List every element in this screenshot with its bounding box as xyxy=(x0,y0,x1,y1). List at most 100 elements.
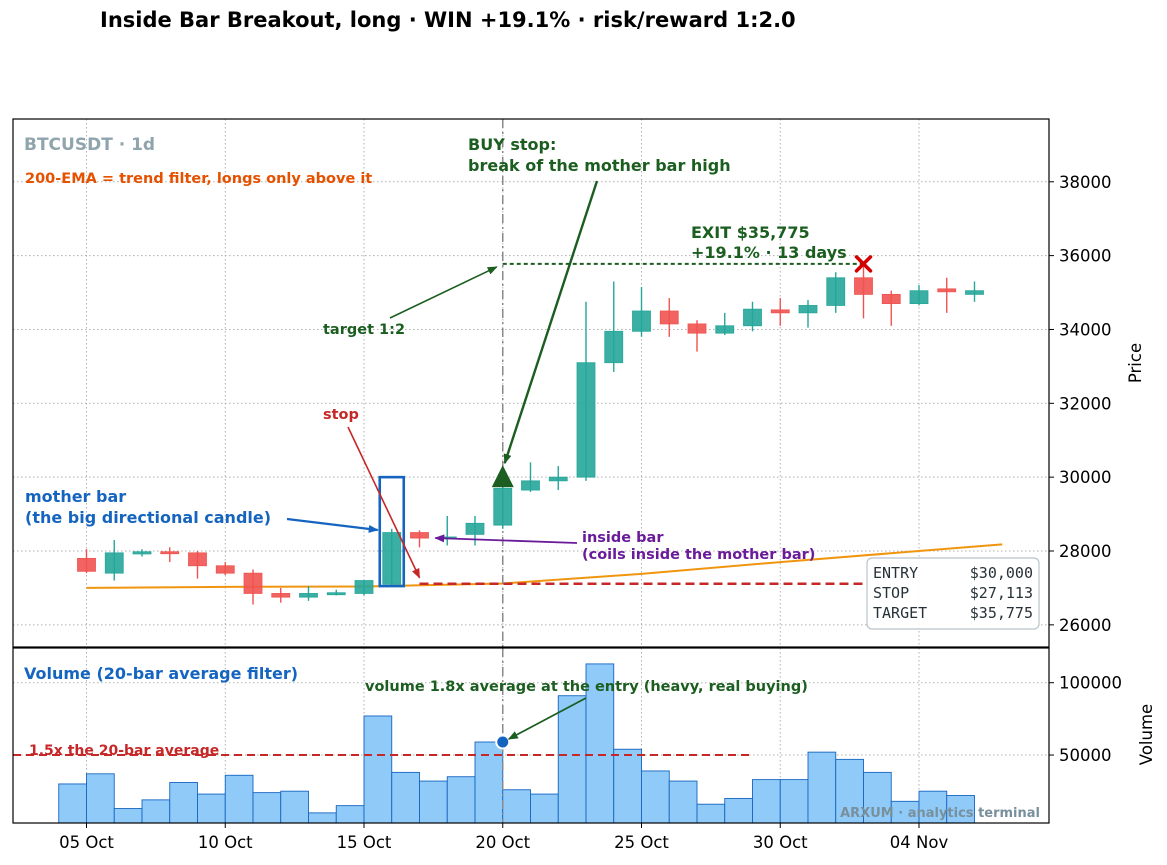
candle-body xyxy=(937,288,957,293)
price-tick-label: 26000 xyxy=(1059,616,1112,635)
volume-bar xyxy=(807,751,837,823)
volume-bar xyxy=(835,758,864,823)
stop-arrow xyxy=(347,426,421,579)
trade-info-box xyxy=(866,557,1040,630)
chart-title: Inside Bar Breakout, long · WIN +19.1% ·… xyxy=(100,8,796,32)
volume-bar xyxy=(557,695,587,823)
price-tick-label: 38000 xyxy=(1059,173,1112,192)
candle-body xyxy=(160,551,180,555)
candle-body xyxy=(715,325,735,334)
volume-bar xyxy=(530,793,559,823)
candle-body xyxy=(548,476,568,482)
ema-note: 200-EMA = trend filter, longs only above… xyxy=(25,171,372,187)
candle-body xyxy=(854,277,873,295)
mother-bar-box xyxy=(378,475,406,588)
info-box-label: ENTRY xyxy=(873,564,918,582)
date-tick-label: 25 Oct xyxy=(614,833,669,852)
price-tick-label: 32000 xyxy=(1059,394,1112,413)
date-tick-label: 15 Oct xyxy=(337,833,392,852)
date-tick-label: 20 Oct xyxy=(475,833,530,852)
mother-bar-label: (the big directional candle) xyxy=(25,508,271,527)
price-tick-label: 36000 xyxy=(1059,247,1112,266)
volume-bar xyxy=(86,773,115,823)
volume-axis-label: Volume xyxy=(1137,704,1156,765)
price-tick-label: 34000 xyxy=(1059,320,1112,339)
volume-bar xyxy=(502,789,531,823)
date-tick-label: 30 Oct xyxy=(753,833,808,852)
volume-bar xyxy=(641,770,670,823)
target-label: target 1:2 xyxy=(323,322,405,338)
candle-body xyxy=(410,532,429,539)
buy-stop-label: break of the mother bar high xyxy=(468,156,731,175)
exit-marker xyxy=(854,255,873,273)
volume-bar xyxy=(391,771,420,823)
candle-body xyxy=(215,565,235,574)
buy-marker xyxy=(491,465,514,488)
candle-body xyxy=(521,480,540,491)
price-tick-label: 28000 xyxy=(1059,542,1112,561)
stop-label: stop xyxy=(323,407,359,423)
volume-bar xyxy=(363,715,393,823)
candle-body xyxy=(104,552,124,574)
volume-bar xyxy=(613,748,642,823)
info-box-value: $27,113 xyxy=(970,584,1033,602)
date-tick-label: 05 Oct xyxy=(59,833,114,852)
volume-bar xyxy=(252,792,282,823)
volume-bar xyxy=(169,782,198,823)
buy-stop-arrow xyxy=(503,180,599,465)
entry-volume-point xyxy=(495,734,511,750)
candle-body xyxy=(687,323,707,334)
candle-body xyxy=(465,522,485,535)
candle-body xyxy=(909,290,929,305)
volume-panel-title: Volume (20-bar average filter) xyxy=(24,664,298,683)
symbol-label: BTCUSDT · 1d xyxy=(24,135,155,155)
candle-body xyxy=(965,290,984,295)
volume-bar xyxy=(724,797,753,823)
exit-label: EXIT $35,775 xyxy=(691,223,810,242)
candle-body xyxy=(354,580,374,594)
candle-body xyxy=(493,487,513,526)
candle-body xyxy=(826,277,846,306)
volume-bar xyxy=(946,795,975,823)
inside-bar-label: inside bar xyxy=(582,530,664,546)
info-box-label: TARGET xyxy=(873,604,927,622)
date-tick-label: 04 Nov xyxy=(890,833,949,852)
candle-body xyxy=(770,309,790,314)
price-panel-frame xyxy=(12,118,1050,648)
volume-bar xyxy=(446,776,476,823)
volume-bar xyxy=(863,771,892,823)
candle-body xyxy=(576,362,596,478)
candle-body xyxy=(271,593,291,598)
entry-volume-note: volume 1.8x average at the entry (heavy,… xyxy=(365,679,808,695)
volume-bar xyxy=(752,779,781,823)
volume-panel-frame xyxy=(12,647,1050,824)
info-box-value: $35,775 xyxy=(970,604,1033,622)
entry-volume-arrow xyxy=(507,697,587,740)
volume-bar xyxy=(668,780,698,823)
volume-tick-label: 100000 xyxy=(1059,674,1122,693)
volume-tick-label: 50000 xyxy=(1059,746,1112,765)
candle-body xyxy=(632,310,651,332)
volume-bar xyxy=(779,779,809,823)
volume-bar xyxy=(335,805,365,823)
candle-body xyxy=(77,557,96,572)
volume-bar xyxy=(585,663,615,823)
volume-bar xyxy=(280,790,309,823)
volume-bar xyxy=(58,783,87,823)
mother-bar-arrow xyxy=(286,517,379,533)
volume-bar xyxy=(224,774,254,823)
info-box-value: $30,000 xyxy=(970,564,1033,582)
inside-bar-arrow xyxy=(434,534,578,544)
candle-body xyxy=(881,293,901,305)
price-tick-label: 30000 xyxy=(1059,468,1112,487)
volume-threshold-label: 1.5x the 20-bar average xyxy=(29,743,219,759)
volume-bar xyxy=(696,803,726,823)
candle-body xyxy=(798,305,818,314)
candle-body xyxy=(326,592,346,596)
price-axis-label: Price xyxy=(1126,343,1145,383)
volume-bar xyxy=(141,799,171,823)
candle-body xyxy=(604,330,624,364)
candle-body xyxy=(299,593,318,598)
info-box-label: STOP xyxy=(873,584,909,602)
